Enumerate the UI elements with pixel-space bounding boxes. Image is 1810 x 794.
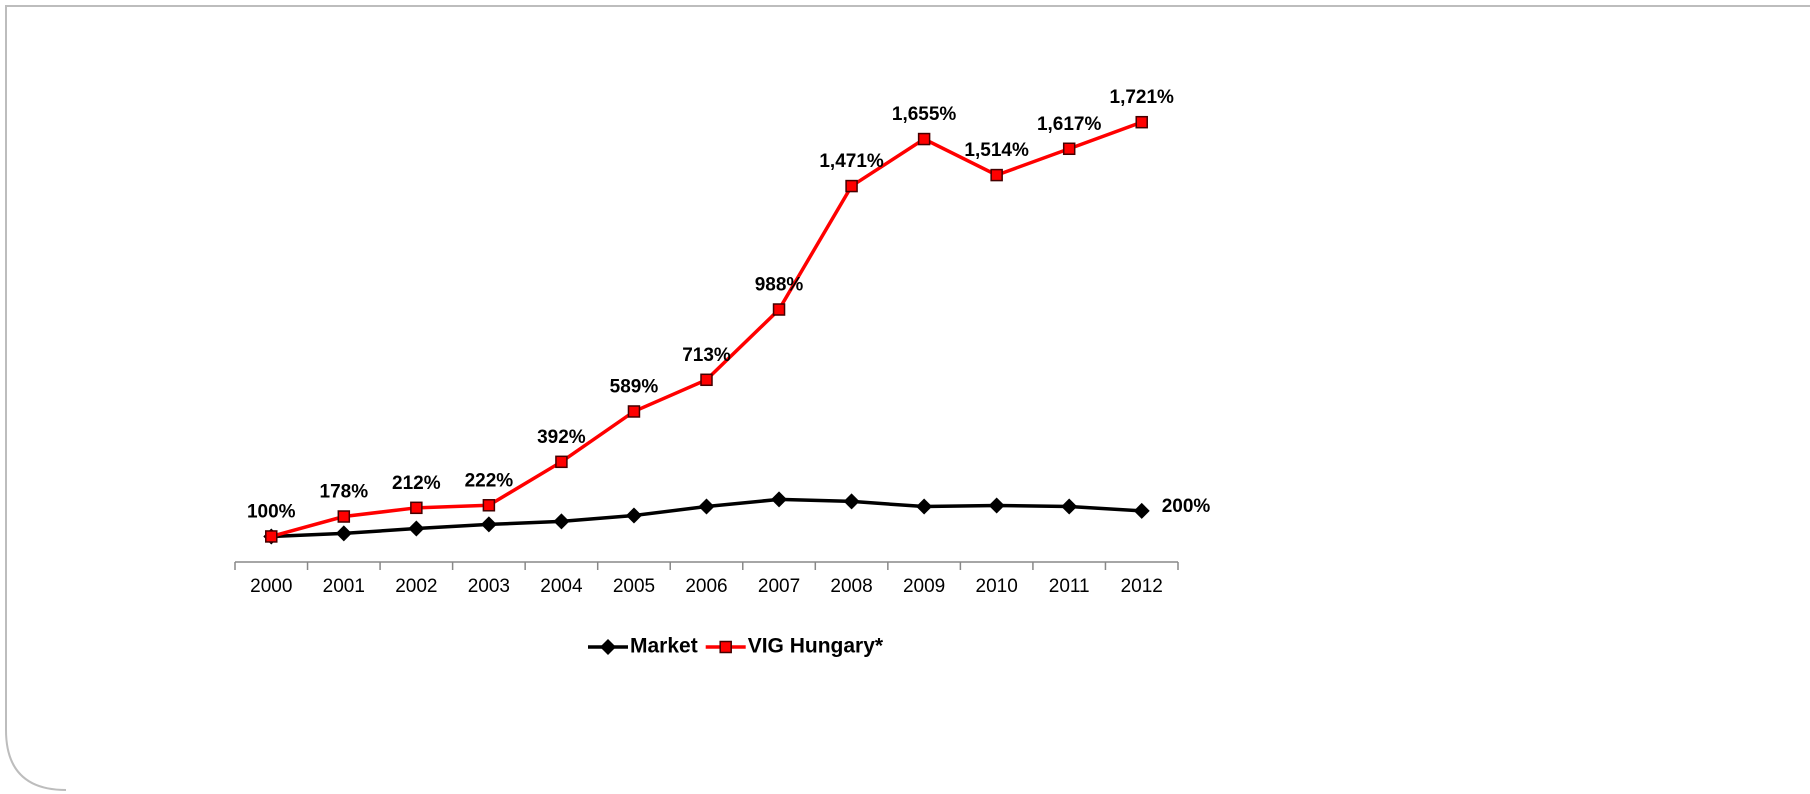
marker xyxy=(600,639,616,655)
marker xyxy=(555,455,568,469)
marker xyxy=(627,405,641,418)
marker xyxy=(719,640,732,654)
data-label: 1,471% xyxy=(819,151,884,172)
data-label: 589% xyxy=(610,376,659,397)
data-label: 178% xyxy=(320,482,369,503)
data-label: 200% xyxy=(1162,496,1211,517)
marker xyxy=(698,498,715,515)
marker xyxy=(337,510,351,523)
data-label: 1,721% xyxy=(1110,87,1175,108)
data-label: 1,655% xyxy=(892,104,957,125)
marker xyxy=(700,373,713,387)
marker xyxy=(265,530,278,543)
x-tick-label: 2008 xyxy=(830,576,872,597)
marker xyxy=(917,132,931,146)
legend-label: Market xyxy=(630,635,698,658)
x-tick-label: 2001 xyxy=(323,576,365,597)
x-tick-label: 2003 xyxy=(468,576,510,597)
legend-label: VIG Hungary* xyxy=(748,635,884,658)
marker xyxy=(335,525,352,542)
x-tick-label: 2002 xyxy=(395,576,437,597)
marker xyxy=(1061,498,1078,515)
x-tick-label: 2005 xyxy=(613,576,655,597)
data-label: 988% xyxy=(755,275,804,296)
data-label: 1,514% xyxy=(964,140,1029,161)
frame xyxy=(5,5,1810,791)
x-tick-label: 2004 xyxy=(540,576,583,597)
marker xyxy=(482,499,496,512)
marker xyxy=(916,498,933,515)
marker xyxy=(1133,502,1150,519)
marker xyxy=(625,507,642,524)
marker xyxy=(408,520,425,537)
x-tick-label: 2006 xyxy=(685,576,727,597)
data-label: 100% xyxy=(247,501,296,522)
marker xyxy=(480,516,497,533)
marker xyxy=(843,493,860,510)
data-label: 392% xyxy=(537,427,586,448)
marker xyxy=(990,168,1003,182)
marker xyxy=(410,501,423,515)
marker xyxy=(553,513,570,530)
marker xyxy=(1062,142,1076,156)
x-tick-label: 2010 xyxy=(976,576,1018,597)
x-tick-label: 2011 xyxy=(1049,576,1090,597)
marker xyxy=(771,491,788,508)
x-tick-label: 2000 xyxy=(250,576,292,597)
marker xyxy=(1135,115,1148,129)
marker xyxy=(988,497,1005,514)
x-tick-label: 2012 xyxy=(1121,576,1163,597)
data-label: 212% xyxy=(392,473,441,494)
marker xyxy=(772,303,786,316)
data-label: 1,617% xyxy=(1037,114,1102,135)
data-label: 713% xyxy=(682,345,731,366)
marker xyxy=(845,179,858,193)
data-label: 222% xyxy=(465,470,514,491)
x-tick-label: 2009 xyxy=(903,576,945,597)
x-tick-label: 2007 xyxy=(758,576,800,597)
